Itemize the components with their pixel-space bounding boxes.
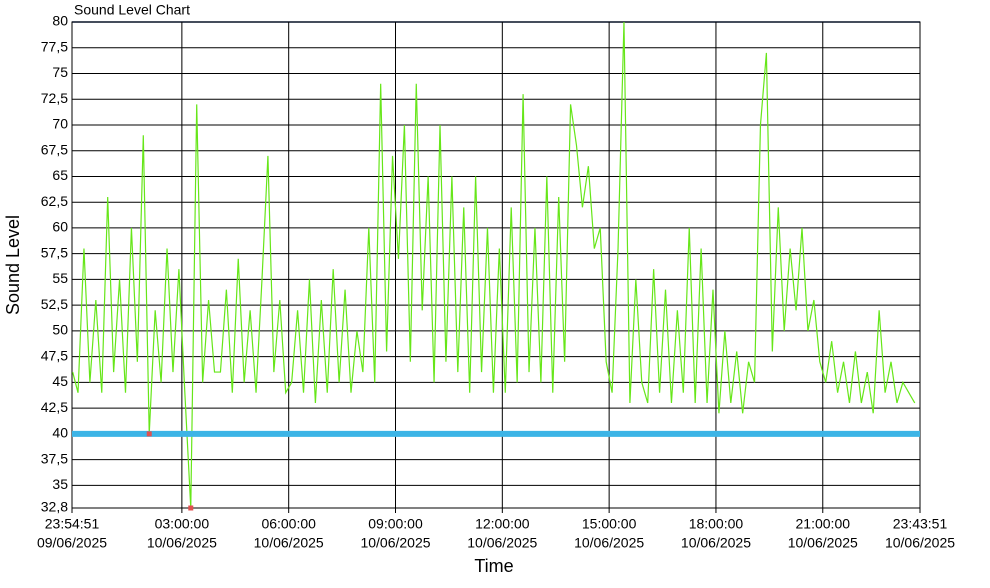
- marker: [146, 431, 152, 437]
- chart-title: Sound Level Chart: [74, 2, 190, 18]
- plot-border: [71, 21, 921, 509]
- x-tick-label: 10/06/2025: [467, 535, 537, 551]
- y-tick-label: 50: [52, 322, 68, 338]
- x-axis-label: Time: [474, 556, 513, 576]
- x-tick-label: 10/06/2025: [885, 535, 955, 551]
- x-tick-label: 15:00:00: [582, 516, 637, 532]
- y-tick-label: 57,5: [41, 244, 68, 260]
- x-tick-label: 23:54:51: [45, 516, 100, 532]
- y-tick-label: 70: [52, 116, 68, 132]
- y-tick-label: 75: [52, 64, 68, 80]
- y-tick-label: 35: [52, 476, 68, 492]
- x-tick-label: 10/06/2025: [788, 535, 858, 551]
- x-tick-label: 23:43:51: [893, 516, 948, 532]
- y-tick-label: 47,5: [41, 347, 68, 363]
- y-tick-label: 40: [52, 425, 68, 441]
- y-tick-label: 60: [52, 219, 68, 235]
- y-tick-label: 55: [52, 270, 68, 286]
- x-tick-label: 06:00:00: [261, 516, 316, 532]
- y-tick-label: 62,5: [41, 193, 68, 209]
- x-tick-label: 10/06/2025: [574, 535, 644, 551]
- y-tick-label: 45: [52, 373, 68, 389]
- x-tick-label: 21:00:00: [796, 516, 851, 532]
- y-tick-label: 72,5: [41, 90, 68, 106]
- y-tick-label: 77,5: [41, 38, 68, 54]
- x-tick-label: 03:00:00: [155, 516, 210, 532]
- x-tick-label: 10/06/2025: [360, 535, 430, 551]
- y-tick-label: 42,5: [41, 399, 68, 415]
- y-tick-label: 52,5: [41, 296, 68, 312]
- x-tick-label: 09:00:00: [368, 516, 423, 532]
- x-tick-label: 18:00:00: [689, 516, 744, 532]
- y-axis-label: Sound Level: [3, 215, 23, 315]
- x-tick-label: 10/06/2025: [147, 535, 217, 551]
- x-tick-label: 12:00:00: [475, 516, 530, 532]
- x-tick-label: 10/06/2025: [681, 535, 751, 551]
- y-tick-label: 32,8: [41, 499, 68, 515]
- y-tick-label: 80: [52, 13, 68, 29]
- y-tick-label: 67,5: [41, 141, 68, 157]
- y-tick-label: 37,5: [41, 450, 68, 466]
- y-tick-label: 65: [52, 167, 68, 183]
- line-series: [72, 21, 916, 509]
- x-tick-label: 10/06/2025: [254, 535, 324, 551]
- x-tick-label: 09/06/2025: [37, 535, 107, 551]
- marker: [188, 505, 194, 511]
